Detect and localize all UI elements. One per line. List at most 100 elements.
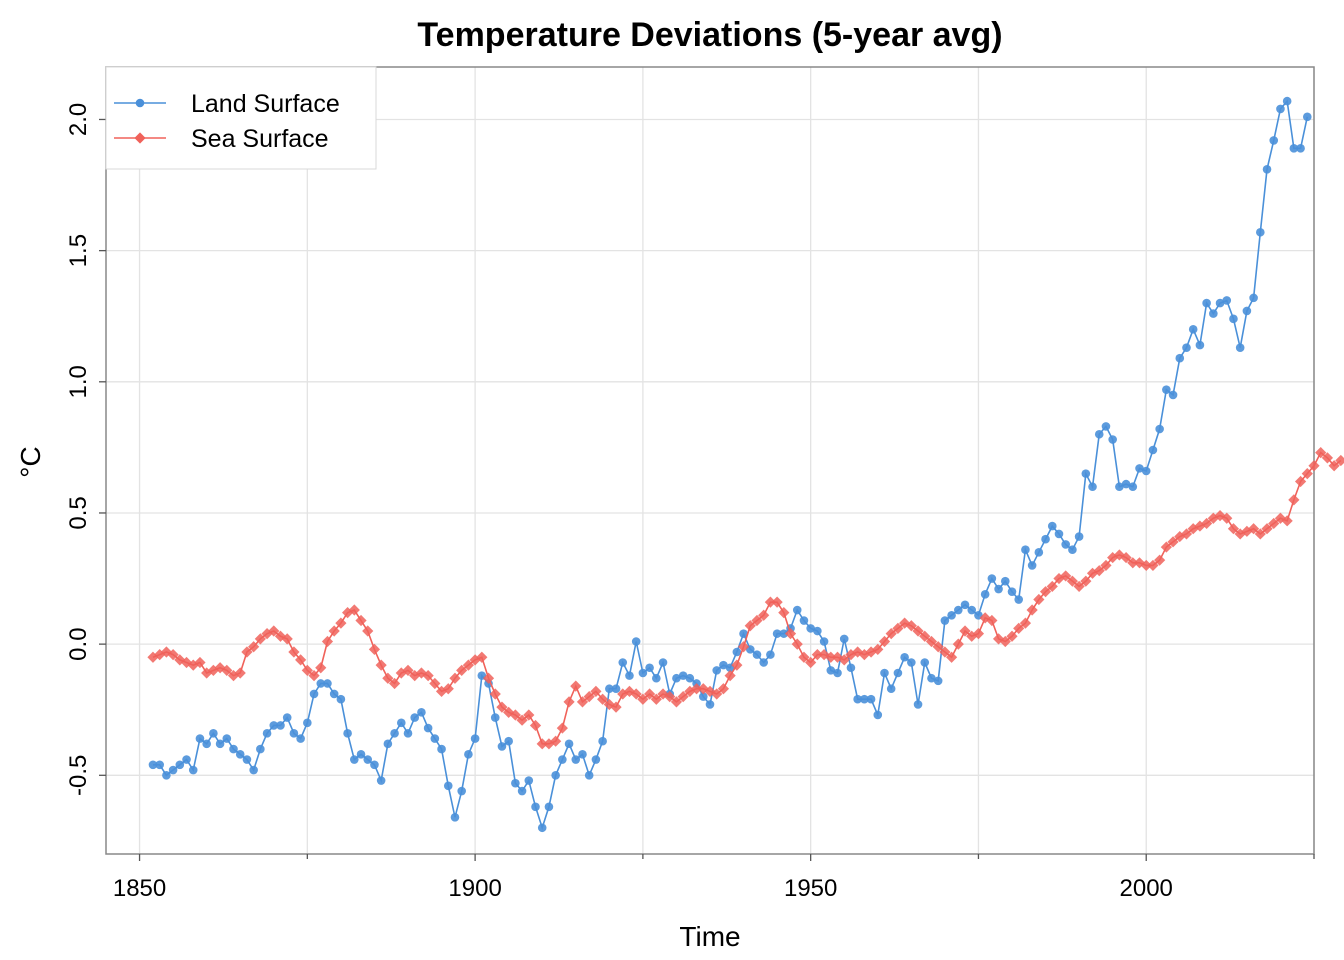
data-point bbox=[356, 750, 366, 759]
data-point bbox=[972, 628, 985, 640]
data-point bbox=[999, 635, 1011, 648]
data-point bbox=[571, 755, 581, 764]
data-point bbox=[1039, 586, 1052, 598]
data-point bbox=[343, 729, 352, 738]
data-point bbox=[396, 718, 406, 728]
data-point bbox=[570, 680, 582, 692]
data-point bbox=[482, 672, 495, 684]
data-point bbox=[1227, 523, 1240, 535]
data-point bbox=[1167, 536, 1179, 548]
data-point bbox=[328, 625, 340, 637]
data-point bbox=[927, 673, 936, 683]
data-point bbox=[1168, 390, 1178, 400]
data-point bbox=[1053, 572, 1065, 585]
data-point bbox=[256, 744, 265, 754]
data-point bbox=[422, 670, 434, 682]
data-point bbox=[1135, 464, 1144, 473]
data-point bbox=[1033, 593, 1045, 606]
data-point bbox=[591, 755, 601, 764]
data-point bbox=[672, 673, 681, 683]
data-point bbox=[329, 689, 339, 699]
data-point bbox=[1081, 469, 1091, 478]
data-point bbox=[920, 658, 930, 667]
data-point bbox=[315, 662, 327, 674]
data-point bbox=[899, 617, 911, 629]
data-point bbox=[503, 706, 515, 718]
data-point bbox=[578, 750, 587, 759]
data-point bbox=[1013, 622, 1025, 634]
data-point bbox=[395, 667, 407, 679]
data-point bbox=[912, 625, 924, 637]
data-point bbox=[1120, 551, 1132, 564]
data-point bbox=[705, 700, 715, 709]
data-point bbox=[1006, 630, 1018, 642]
data-point bbox=[429, 677, 441, 690]
data-point bbox=[274, 630, 287, 642]
data-point bbox=[583, 691, 595, 703]
y-axis-title: °C bbox=[15, 446, 46, 477]
data-point bbox=[1215, 298, 1225, 308]
data-point bbox=[1296, 144, 1305, 153]
data-point bbox=[690, 683, 703, 695]
data-point bbox=[497, 742, 507, 751]
data-point bbox=[1335, 454, 1344, 467]
data-point bbox=[858, 649, 870, 661]
data-point bbox=[449, 672, 461, 684]
data-point bbox=[860, 694, 869, 704]
data-point bbox=[1289, 144, 1299, 153]
data-point bbox=[457, 786, 466, 796]
data-point bbox=[342, 607, 354, 619]
data-point bbox=[1100, 559, 1112, 572]
data-point bbox=[180, 656, 193, 669]
data-point bbox=[382, 672, 394, 684]
legend-keys bbox=[114, 98, 166, 144]
data-point bbox=[517, 786, 527, 796]
data-point bbox=[1041, 534, 1050, 544]
data-point bbox=[625, 671, 634, 680]
data-point bbox=[650, 693, 662, 705]
data-point bbox=[437, 744, 446, 754]
data-point bbox=[590, 685, 602, 697]
x-tick-label: 1900 bbox=[448, 875, 501, 902]
data-point bbox=[598, 736, 607, 746]
data-point bbox=[168, 765, 178, 775]
legend-box bbox=[105, 66, 377, 170]
data-point bbox=[1107, 551, 1119, 564]
data-point bbox=[892, 622, 904, 634]
data-point bbox=[1256, 227, 1265, 237]
data-point bbox=[383, 739, 393, 749]
data-point bbox=[229, 744, 238, 754]
data-point bbox=[1262, 165, 1272, 174]
data-point bbox=[959, 625, 971, 637]
data-point bbox=[531, 802, 540, 812]
data-point bbox=[195, 734, 205, 743]
data-point bbox=[558, 755, 567, 764]
data-point bbox=[348, 604, 360, 616]
data-point bbox=[288, 646, 300, 658]
data-point bbox=[1073, 580, 1085, 593]
data-point bbox=[435, 685, 448, 697]
data-point bbox=[390, 729, 399, 738]
data-point bbox=[605, 684, 614, 694]
data-point bbox=[678, 671, 688, 680]
legend-key-marker bbox=[135, 98, 145, 108]
data-point bbox=[893, 668, 903, 678]
data-point bbox=[1054, 529, 1064, 539]
data-point bbox=[711, 688, 723, 700]
data-point bbox=[194, 656, 206, 669]
data-point bbox=[919, 630, 931, 642]
y-tick-label: 2.0 bbox=[65, 103, 92, 136]
data-point bbox=[1066, 575, 1078, 587]
data-point bbox=[913, 700, 923, 709]
data-point bbox=[261, 628, 273, 640]
data-point bbox=[323, 679, 332, 688]
data-point bbox=[529, 719, 542, 732]
data-point bbox=[952, 638, 964, 650]
data-point bbox=[652, 673, 661, 683]
data-point bbox=[980, 589, 990, 599]
data-point bbox=[819, 637, 829, 646]
data-point bbox=[784, 628, 797, 640]
data-point bbox=[838, 654, 850, 666]
data-point bbox=[1074, 532, 1084, 541]
data-point bbox=[241, 646, 253, 658]
